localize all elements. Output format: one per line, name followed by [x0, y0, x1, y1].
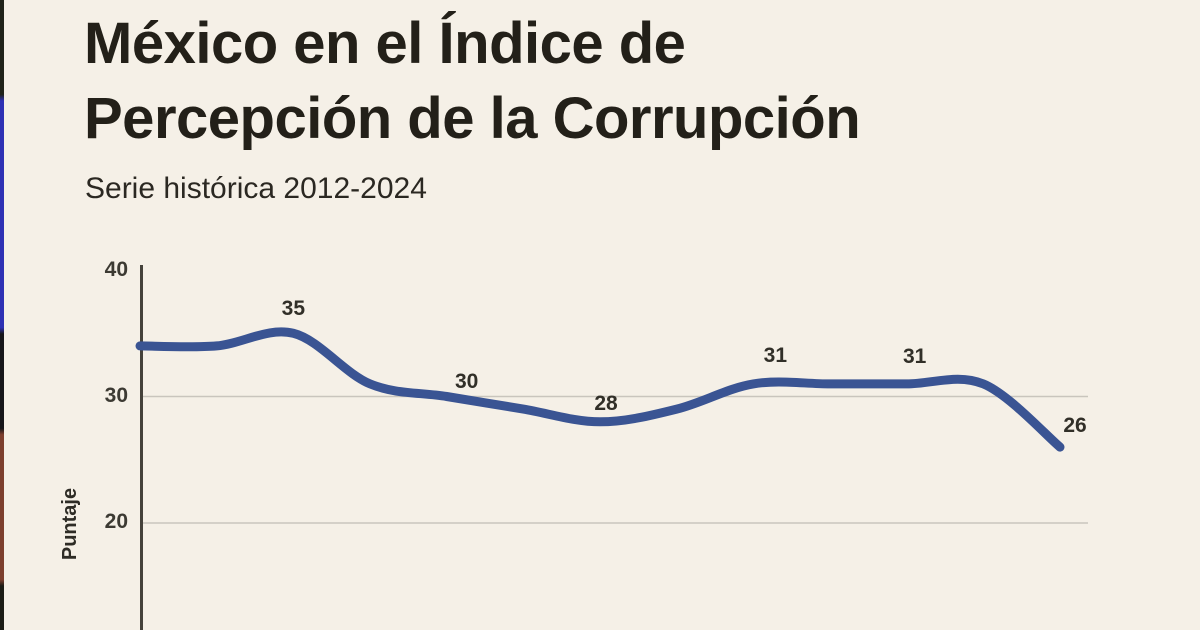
series-line	[135, 327, 1065, 452]
title-line-2: Percepción de la Corrupción	[84, 86, 861, 151]
y-tick-label-20: 20	[104, 510, 128, 533]
page-title: México en el Índice de Percepción de la …	[84, 6, 1144, 156]
data-label-2024: 26	[1063, 414, 1087, 438]
y-tick-label-40: 40	[104, 258, 128, 281]
y-axis-title: Puntaje	[59, 487, 81, 561]
data-label-2020: 31	[763, 343, 788, 367]
data-label-2014: 35	[281, 297, 306, 321]
y-tick-label-30: 30	[104, 384, 128, 407]
page-subtitle: Serie histórica 2012-2024	[85, 172, 427, 205]
title-line-1: México en el Índice de	[84, 11, 686, 76]
left-edge-frame-artifact	[0, 0, 4, 630]
data-label-2018: 28	[594, 391, 618, 415]
data-label-2022: 31	[902, 344, 927, 368]
data-label-2016: 30	[454, 369, 479, 393]
